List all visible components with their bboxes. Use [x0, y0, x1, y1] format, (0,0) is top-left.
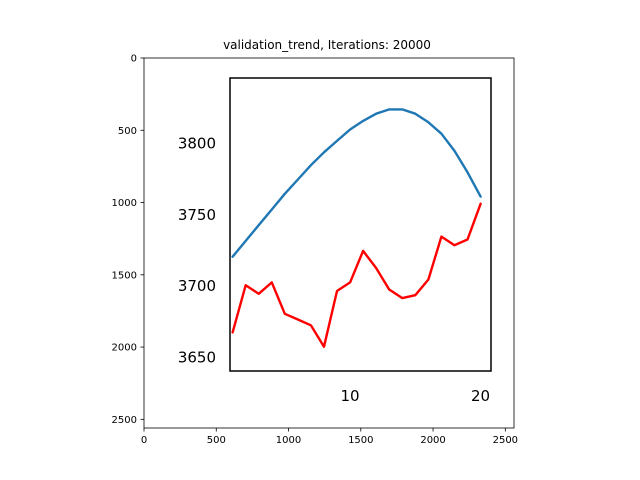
outer-y-tick-label: 0 — [131, 54, 137, 65]
inner-y-tick-label: 3800 — [178, 134, 216, 152]
outer-y-tick-label: 1000 — [112, 198, 137, 209]
outer-axes: 0 500 1000 1500 2000 2500 0 500 1000 1500 2000 2500 — [112, 54, 519, 447]
outer-x-tick-label: 2000 — [420, 435, 445, 446]
outer-y-tick-label: 2000 — [112, 343, 137, 354]
outer-x-tick-label: 1500 — [348, 435, 373, 446]
inner-x-tick-label: 20 — [471, 387, 490, 405]
series-line-2 — [231, 202, 482, 348]
outer-x-tick-label: 0 — [141, 435, 147, 446]
outer-x-tick-label: 500 — [207, 435, 226, 446]
outer-y-tick-label: 2500 — [112, 415, 137, 426]
inner-plot: 10 20 3650 3700 3750 3800 — [178, 77, 492, 405]
inner-plot-frame — [229, 77, 492, 372]
outer-x-tick-label: 1000 — [276, 435, 301, 446]
chart-title: validation_trend, Iterations: 20000 — [223, 38, 431, 52]
inner-x-tick-label: 10 — [341, 387, 360, 405]
outer-axes-frame — [143, 57, 515, 429]
inner-y-tick-label: 3750 — [178, 206, 216, 224]
inner-y-tick-label: 3650 — [178, 349, 216, 367]
outer-x-tick-label: 2500 — [493, 435, 518, 446]
outer-y-tick-label: 1500 — [112, 270, 137, 281]
series-line-1 — [231, 108, 482, 258]
outer-y-tick-label: 500 — [118, 126, 137, 137]
inner-y-tick-label: 3700 — [178, 277, 216, 295]
